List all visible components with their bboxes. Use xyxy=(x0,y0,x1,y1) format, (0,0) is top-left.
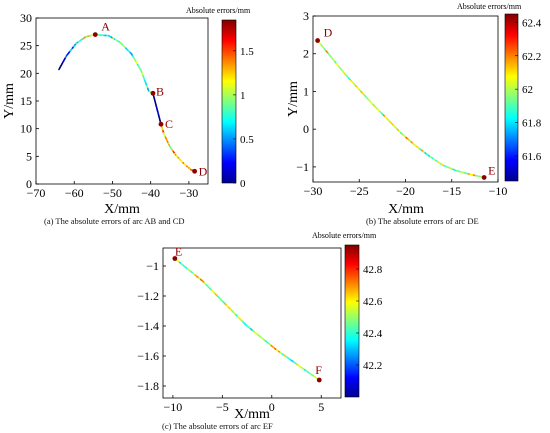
x-tick-label: 0 xyxy=(269,400,275,414)
x-tick-label: −25 xyxy=(350,184,369,198)
colorbar-tick-label: 1 xyxy=(240,90,246,102)
point-marker-A xyxy=(92,32,98,37)
colorbar-tick-label: 62.2 xyxy=(522,51,541,63)
y-tick-label: 0 xyxy=(26,177,32,191)
series-line-0 xyxy=(58,33,154,95)
x-tick-label: −50 xyxy=(103,186,122,200)
point-marker-D xyxy=(315,38,321,43)
x-tick-label: −15 xyxy=(442,184,461,198)
colorbar-tick-label: 62.4 xyxy=(522,17,542,29)
point-marker-E xyxy=(481,175,487,180)
colorbar-tick-label: 42.4 xyxy=(363,328,383,340)
plot-frame xyxy=(162,247,342,399)
y-tick-label: 5 xyxy=(26,149,32,163)
x-axis-label: X/mm xyxy=(104,202,140,217)
point-label-D: D xyxy=(199,164,208,178)
subplot-2: −10 −5 0 5 −1 −1.2 −1.4 −1.6 −1.8 X/mm E F 42.2 42.4 4… xyxy=(137,231,383,431)
colorbar-title: Absolute errors/mm xyxy=(312,231,377,240)
x-tick-label: −5 xyxy=(216,400,229,414)
subplot-caption: (a) The absolute errors of arc AB and CD xyxy=(44,216,185,226)
colorbar-title: Absolute errors/mm xyxy=(186,6,251,15)
y-tick-label: 20 xyxy=(20,66,32,80)
point-marker-B xyxy=(150,90,156,96)
x-axis-label: X/mm xyxy=(388,202,424,217)
colorbar-title: Absolute errors/mm xyxy=(457,2,522,11)
colorbar-tick-label: 42.6 xyxy=(363,296,383,308)
colorbar-tick-label: 0 xyxy=(240,178,246,190)
x-tick-label: −10 xyxy=(163,400,182,414)
colorbar-tick-label: 42.8 xyxy=(363,264,383,276)
colorbar xyxy=(221,19,237,184)
y-tick-label: −1.8 xyxy=(137,379,159,393)
point-label-A: A xyxy=(101,20,110,34)
colorbar-tick-label: 42.2 xyxy=(363,360,382,372)
colorbar-tick-label: 61.8 xyxy=(522,118,542,130)
y-tick-label: 2 xyxy=(303,47,309,61)
y-tick-label: −1 xyxy=(146,259,159,273)
y-tick-label: −1.4 xyxy=(137,319,159,333)
y-tick-label: 1 xyxy=(303,84,309,98)
subplot-caption: (b) The absolute errors of arc DE xyxy=(366,216,479,226)
x-tick-label: −40 xyxy=(141,186,160,200)
subplot-1: −30 −25 −20 −15 −10−10123X/mmY/mmDE61.661.86… xyxy=(286,2,542,226)
y-tick-label: 0 xyxy=(303,122,309,136)
point-label-B: B xyxy=(156,84,164,98)
y-tick-label: −1.2 xyxy=(137,289,159,303)
y-tick-label: 30 xyxy=(20,11,32,25)
colorbar-tick-label: 0.5 xyxy=(240,134,254,146)
y-tick-label: 10 xyxy=(20,122,32,136)
y-tick-label: 25 xyxy=(20,39,32,53)
y-tick-label: −1.6 xyxy=(137,349,159,363)
x-tick-label: −10 xyxy=(489,184,508,198)
point-marker-C xyxy=(158,121,164,127)
subplot-0: −70 −60 −50 −40 −30051015202530X/mmY/mmABCD0… xyxy=(2,6,254,226)
series-line-0 xyxy=(174,257,321,381)
y-tick-label: 3 xyxy=(303,9,309,23)
point-label-E: E xyxy=(175,245,182,259)
point-marker-D xyxy=(192,168,198,174)
plot-frame xyxy=(35,17,209,185)
colorbar xyxy=(504,13,519,182)
y-axis-label: Y/mm xyxy=(286,81,301,117)
point-label-D: D xyxy=(324,26,333,40)
colorbar-tick-label: 62 xyxy=(522,84,533,96)
y-axis-label: Y/mm xyxy=(2,83,17,119)
y-tick-label: 15 xyxy=(20,94,32,108)
subplot-caption: (c) The absolute errors of arc EF xyxy=(162,421,273,431)
x-tick-label: −70 xyxy=(27,186,46,200)
x-tick-label: −30 xyxy=(179,186,198,200)
point-marker-E xyxy=(172,256,178,261)
colorbar-tick-label: 61.6 xyxy=(522,151,542,163)
point-label-F: F xyxy=(315,363,322,377)
point-marker-F xyxy=(316,377,322,383)
plot-frame xyxy=(312,15,499,183)
x-tick-label: −30 xyxy=(304,184,323,198)
colorbar-tick-label: 1.5 xyxy=(240,46,254,58)
series-line-0 xyxy=(316,39,485,179)
point-label-E: E xyxy=(488,163,495,177)
x-tick-label: −20 xyxy=(396,184,415,198)
y-tick-label: −1 xyxy=(296,160,309,174)
colorbar xyxy=(344,244,360,398)
point-label-C: C xyxy=(165,117,173,131)
x-tick-label: 5 xyxy=(318,400,324,414)
x-axis-label: X/mm xyxy=(234,407,270,422)
series-line-2 xyxy=(160,123,196,173)
x-tick-label: −60 xyxy=(65,186,84,200)
